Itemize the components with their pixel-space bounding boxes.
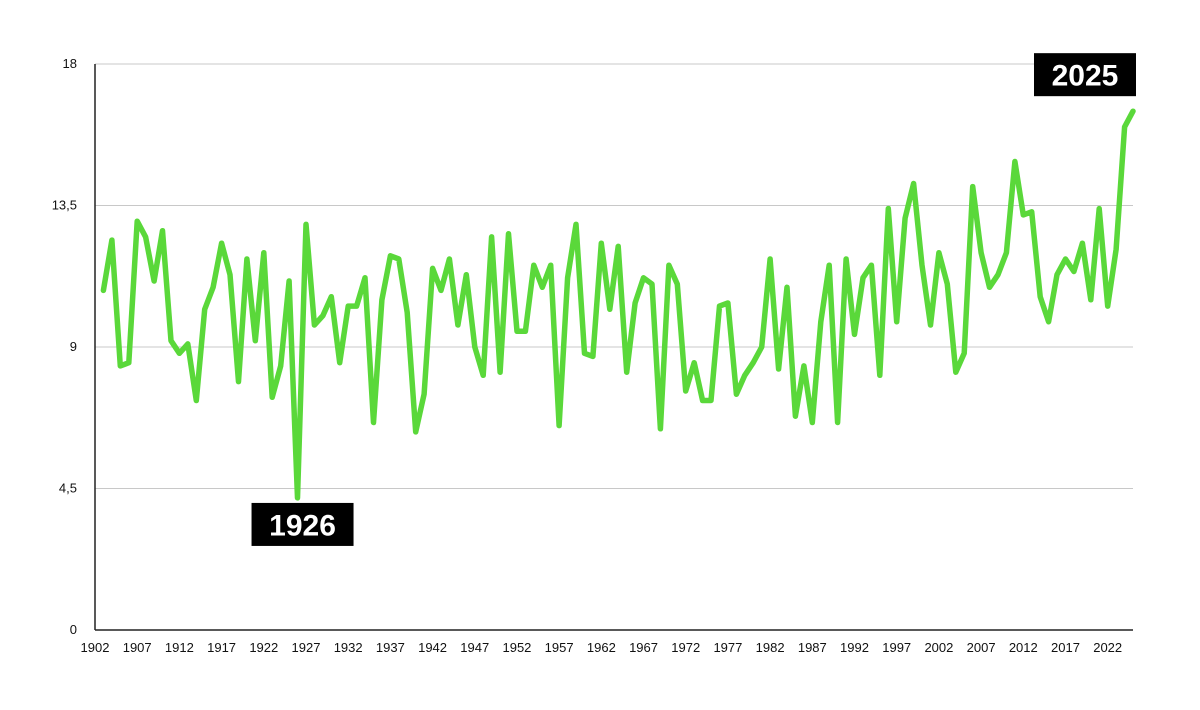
y-tick-label: 4,5 <box>59 481 77 496</box>
y-axis-tick-labels: 0 4,5 9 13,5 18 <box>52 56 77 637</box>
x-tick-label: 1912 <box>165 640 194 655</box>
callout-1926: 1926 <box>251 502 354 546</box>
x-tick-label: 1907 <box>123 640 152 655</box>
y-tick-label: 9 <box>70 339 77 354</box>
y-tick-label: 18 <box>63 56 77 71</box>
x-tick-label: 1952 <box>502 640 531 655</box>
x-tick-label: 1967 <box>629 640 658 655</box>
x-tick-label: 1992 <box>840 640 869 655</box>
x-tick-label: 1987 <box>798 640 827 655</box>
callouts: 1926 2025 <box>251 53 1136 546</box>
x-tick-label: 1957 <box>545 640 574 655</box>
x-tick-label: 2007 <box>967 640 996 655</box>
x-tick-label: 1982 <box>756 640 785 655</box>
x-tick-label: 1922 <box>249 640 278 655</box>
x-tick-label: 2022 <box>1093 640 1122 655</box>
callout-label: 2025 <box>1052 60 1119 93</box>
x-tick-label: 1917 <box>207 640 236 655</box>
y-tick-label: 0 <box>70 622 77 637</box>
y-tick-label: 13,5 <box>52 198 77 213</box>
callout-label: 1926 <box>269 509 336 542</box>
x-tick-label: 1972 <box>671 640 700 655</box>
x-tick-label: 1937 <box>376 640 405 655</box>
x-tick-label: 1962 <box>587 640 616 655</box>
x-tick-label: 1927 <box>292 640 321 655</box>
callout-box <box>251 502 354 546</box>
x-tick-label: 1902 <box>81 640 110 655</box>
x-tick-label: 1977 <box>713 640 742 655</box>
x-tick-label: 2012 <box>1009 640 1038 655</box>
series-line <box>100 108 1136 501</box>
x-axis-tick-labels: 1902 1907 1912 1917 1922 1927 1932 1937 1942 1947… <box>81 640 1123 655</box>
x-tick-label: 2017 <box>1051 640 1080 655</box>
x-tick-label: 1997 <box>882 640 911 655</box>
callout-box <box>1034 53 1136 97</box>
x-tick-label: 1932 <box>334 640 363 655</box>
x-tick-label: 2002 <box>924 640 953 655</box>
callout-2025: 2025 <box>1034 53 1136 97</box>
x-tick-label: 1947 <box>460 640 489 655</box>
x-tick-label: 1942 <box>418 640 447 655</box>
series-lines <box>100 108 1136 501</box>
